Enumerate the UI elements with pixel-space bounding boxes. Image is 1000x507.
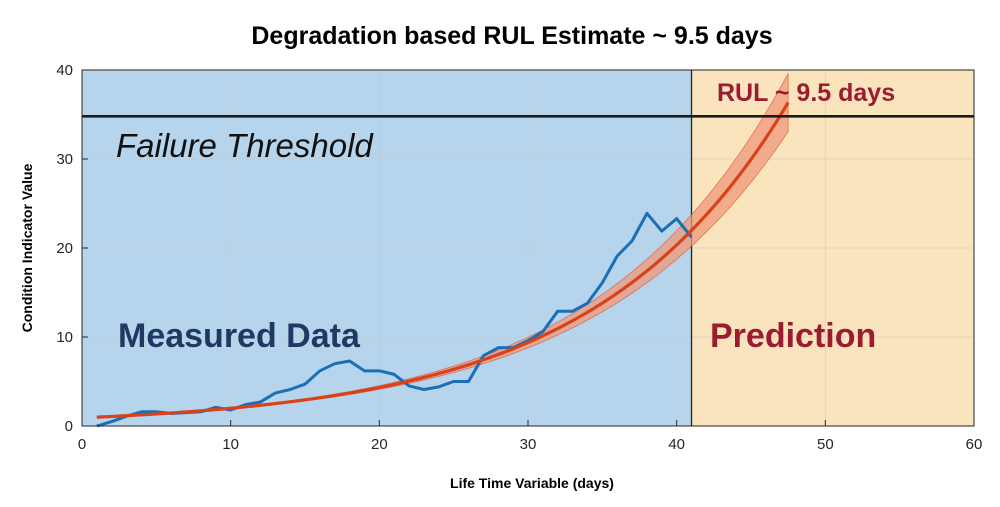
measured-data-region-label: Measured Data (118, 317, 361, 355)
chart-title: Degradation based RUL Estimate ~ 9.5 day… (251, 22, 772, 50)
y-tick-label-2: 20 (56, 240, 73, 257)
x-tick-label-0: 0 (78, 436, 86, 453)
failure-threshold-label: Failure Threshold (116, 127, 374, 164)
y-axis-label: Condition Indicator Value (19, 163, 35, 332)
fitted-degradation-curve (96, 101, 790, 419)
y-tick-label-1: 10 (56, 329, 73, 346)
plot-area: 0 10 20 30 40 50 60 0 10 20 30 40 (56, 62, 982, 453)
x-tick-label-4: 40 (668, 436, 685, 453)
prediction-region-label: Prediction (710, 317, 876, 355)
x-tick-label-3: 30 (520, 436, 537, 453)
rul-annotation-label: RUL ~ 9.5 days (717, 79, 895, 107)
x-tick-label-6: 60 (966, 436, 983, 453)
y-tick-label-0: 0 (65, 418, 73, 435)
y-tick-label-4: 40 (56, 62, 73, 79)
y-tick-label-3: 30 (56, 151, 73, 168)
x-axis-label: Life Time Variable (days) (450, 475, 614, 491)
x-tick-label-5: 50 (817, 436, 834, 453)
x-tick-label-1: 10 (222, 436, 239, 453)
x-tick-label-2: 20 (371, 436, 388, 453)
